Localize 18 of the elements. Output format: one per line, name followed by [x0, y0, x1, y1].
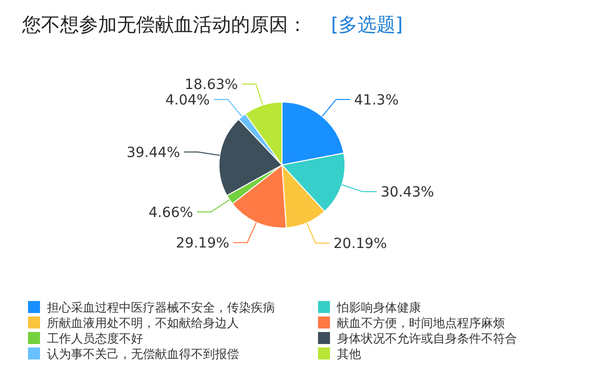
- legend-label: 所献血液用处不明，不如献给身边人: [47, 316, 239, 330]
- data-label: 18.63%: [184, 77, 238, 94]
- data-label: 39.44%: [126, 145, 180, 162]
- data-label: 30.43%: [380, 184, 434, 201]
- data-label: 4.66%: [148, 204, 194, 221]
- legend-label: 工作人员态度不好: [47, 332, 143, 346]
- legend-label: 怕影响身体健康: [336, 300, 421, 314]
- legend-label: 其他: [337, 347, 361, 361]
- legend-label: 献血不方便，时间地点程序麻烦: [337, 316, 505, 330]
- legend-label: 担心采血过程中医疗器械不安全，传染疾病: [47, 300, 275, 314]
- data-label: 41.3%: [354, 92, 399, 108]
- data-label: 29.19%: [176, 236, 230, 252]
- legend-label: 身体状况不允许或自身条件不符合: [337, 332, 517, 346]
- data-label: 20.19%: [334, 236, 387, 252]
- chart-title: 您不想参加无偿献血活动的原因：: [21, 14, 307, 36]
- legend-label: 认为事不关己，无偿献血得不到报偿: [47, 347, 239, 361]
- data-label: 4.04%: [165, 92, 210, 108]
- chart-subtitle: [多选题]: [331, 14, 403, 36]
